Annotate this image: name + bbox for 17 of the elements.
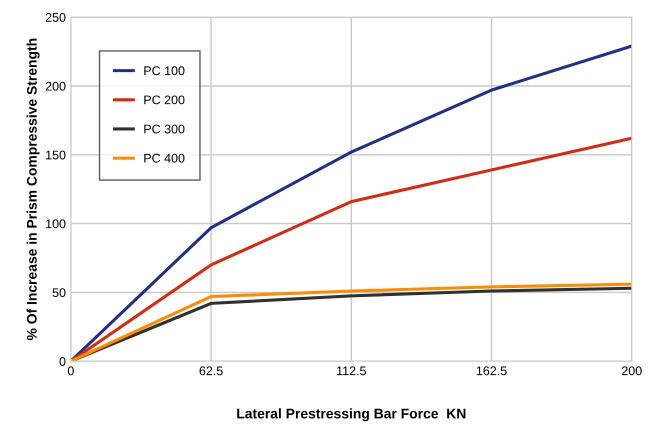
legend-label: PC 200 [144,95,184,104]
y-tick-label: 50 [52,288,66,298]
x-tick-label: 112.5 [337,366,366,376]
y-tick-label: 100 [46,219,66,228]
x-tick-label: 200 [622,366,642,376]
y-tick-label: 150 [46,150,66,160]
x-tick-label: 62.5 [200,366,223,376]
y-tick-label: 0 [60,357,66,366]
y-tick-label: 250 [46,13,66,22]
x-tick-label: 162.5 [476,366,507,376]
legend-label: PC 400 [144,154,184,163]
y-axis-title: % Of Increase in Prism Compressive Strength [26,38,40,340]
x-tick-label: 0 [68,366,74,376]
legend-label: PC 300 [144,124,184,134]
legend-label: PC 100 [144,66,184,76]
y-tick-label: 200 [46,82,66,91]
x-axis-title: Lateral Prestressing Bar Force KN [237,408,466,422]
